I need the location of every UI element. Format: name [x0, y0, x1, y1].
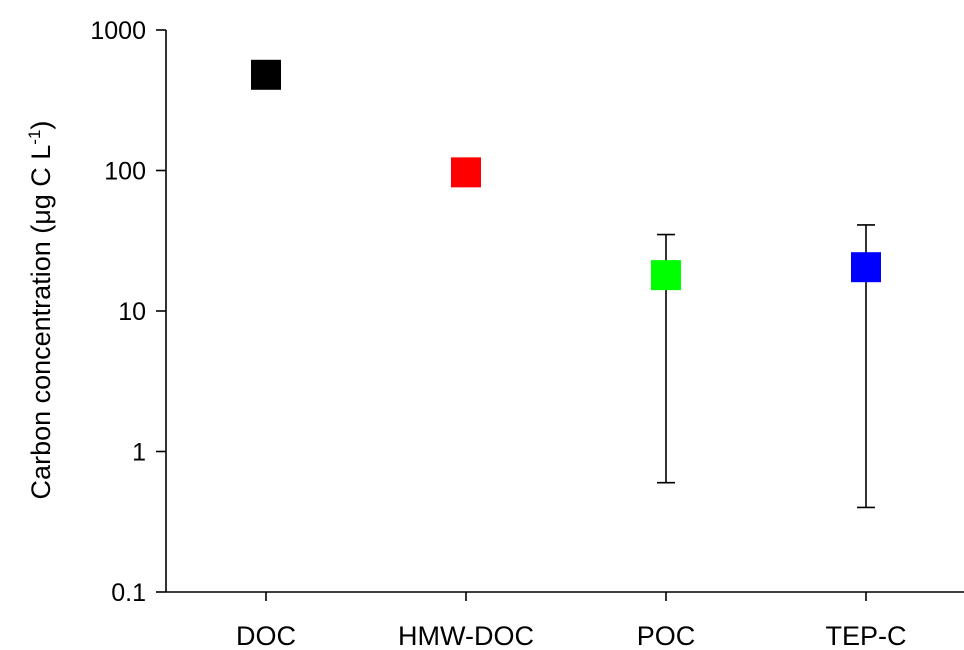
y-tick-label: 1000: [90, 17, 146, 45]
error-bars: [657, 224, 875, 509]
y-axis-title: Carbon concentration (μg C L-1): [25, 121, 56, 500]
x-category-label: TEP-C: [826, 621, 907, 650]
data-point-marker: [251, 59, 281, 90]
data-point-marker: [651, 260, 681, 291]
y-tick-label: 0.1: [111, 579, 146, 607]
x-category-label: POC: [637, 621, 696, 650]
y-axis-title-main: Carbon concentration (μg C L: [26, 145, 56, 500]
x-category-labels: DOC HMW-DOC POC TEP-C: [236, 621, 907, 650]
y-axis-title-superscript: -1: [25, 130, 44, 145]
axes: [156, 29, 964, 601]
y-tick-label: 1: [132, 439, 146, 467]
x-category-label: HMW-DOC: [398, 621, 534, 650]
x-category-label: DOC: [236, 621, 296, 650]
data-markers: [251, 59, 881, 291]
y-tick-labels: 0.1 1 10 100 1000: [90, 17, 146, 607]
y-axis-title-close: ): [26, 121, 56, 130]
y-tick-label: 100: [104, 158, 146, 186]
data-point-marker: [451, 157, 481, 188]
y-tick-label: 10: [118, 298, 146, 326]
data-point-marker: [851, 252, 881, 283]
